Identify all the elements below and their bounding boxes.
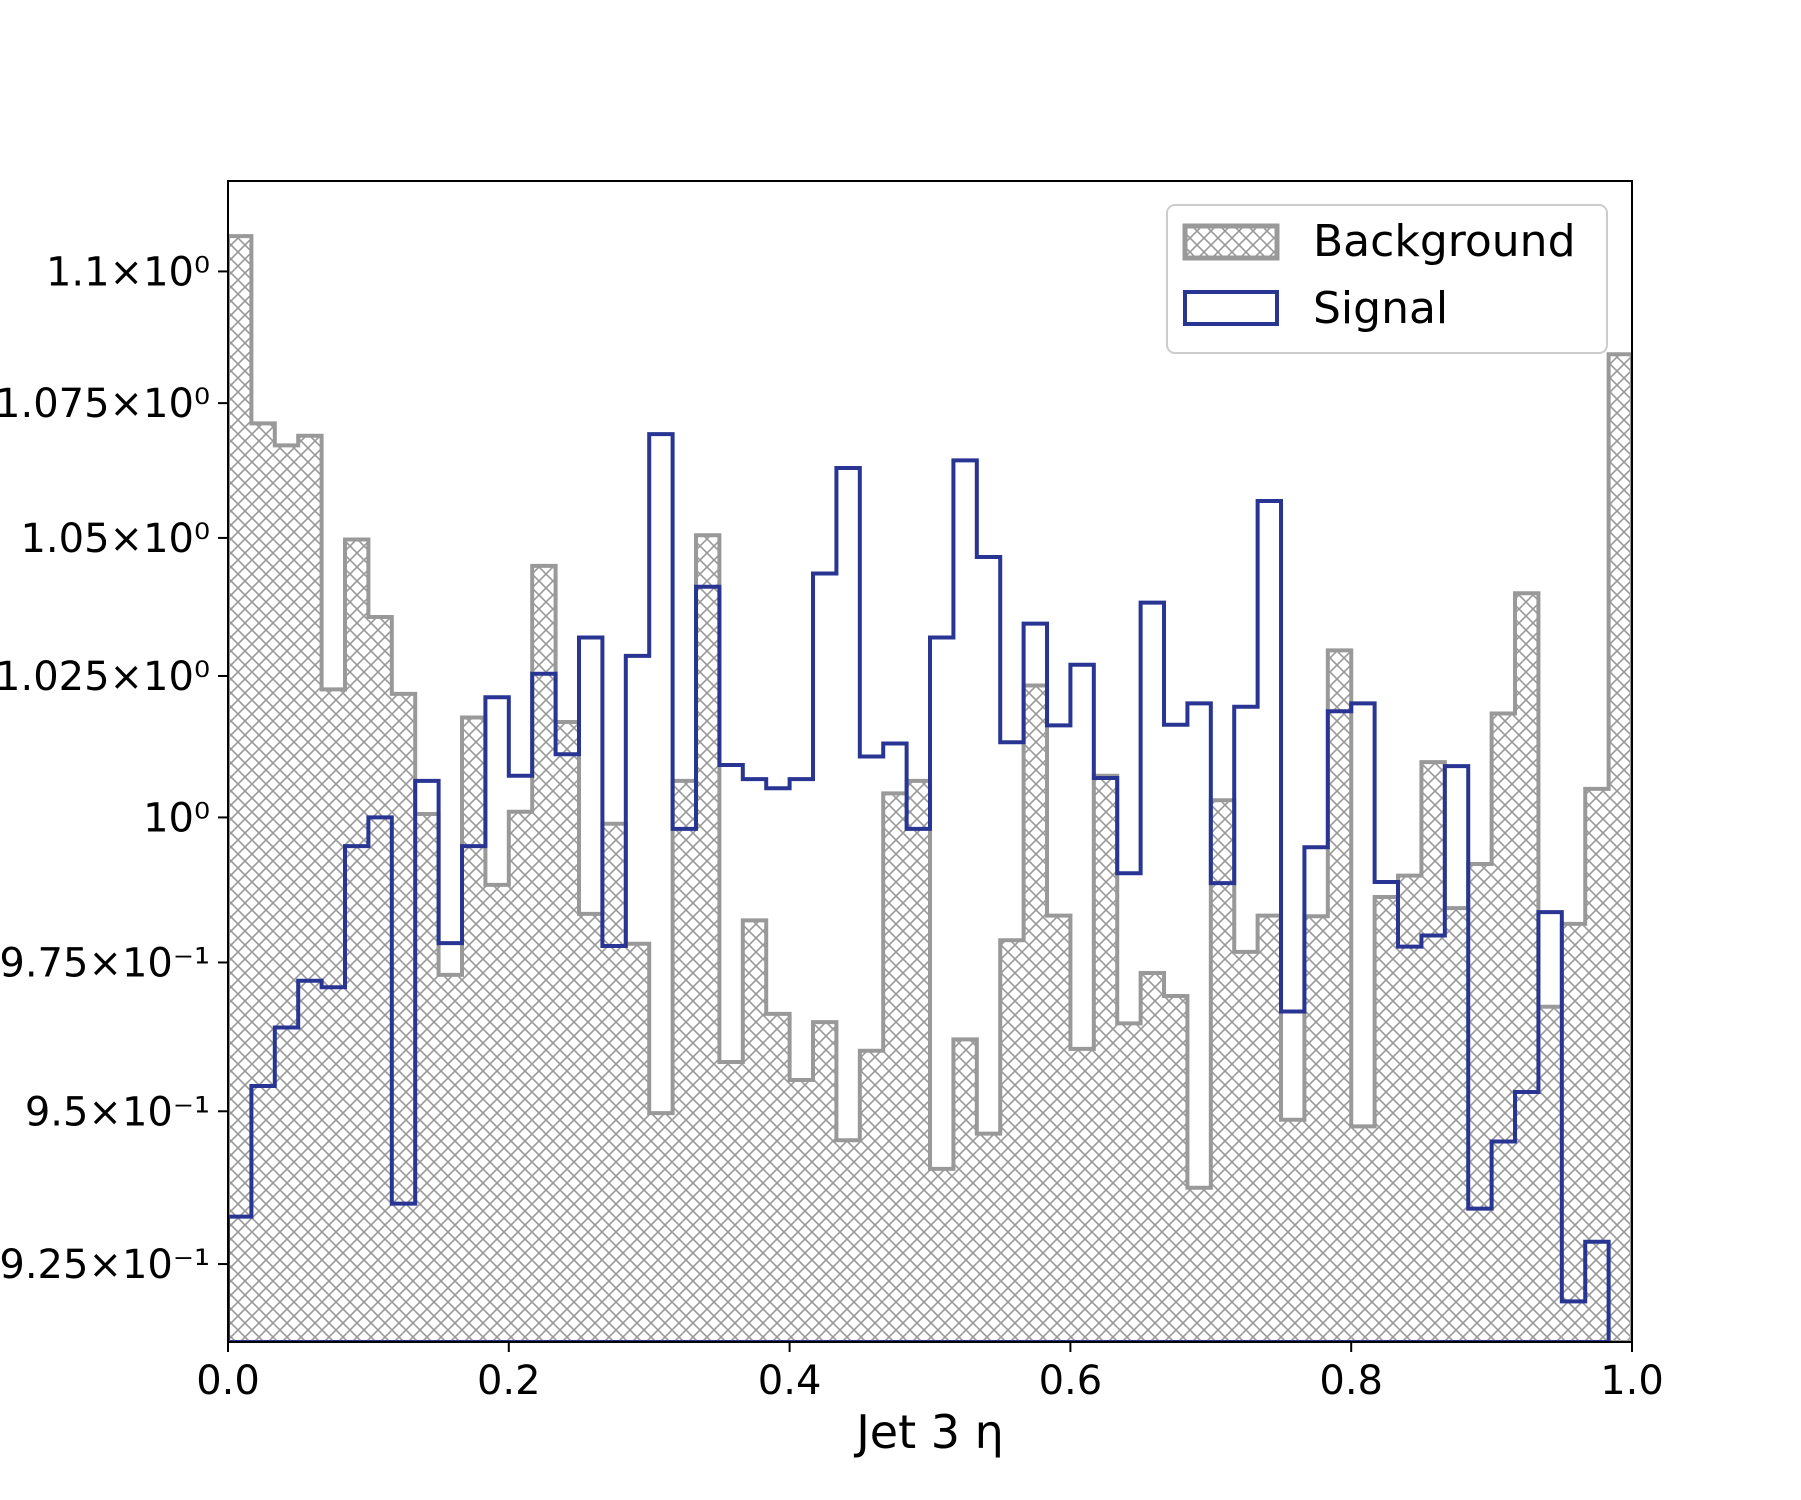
bar-background — [1093, 775, 1118, 1342]
x-tick-label: 0.4 — [758, 1358, 822, 1404]
bar-background — [906, 780, 931, 1342]
bar-background — [508, 811, 533, 1342]
bar-background — [1000, 940, 1024, 1342]
legend-swatch-signal — [1183, 290, 1279, 326]
bar-background — [1351, 1126, 1375, 1342]
bar-background — [1421, 762, 1445, 1342]
bar-background — [976, 1133, 1001, 1342]
bar-background — [1257, 915, 1282, 1342]
bar-background — [742, 920, 767, 1342]
x-tick-label: 0.0 — [196, 1358, 260, 1404]
bar-background — [345, 539, 369, 1342]
bar-background — [1234, 951, 1258, 1342]
bar-background — [368, 617, 392, 1342]
bar-background — [298, 435, 322, 1342]
bar-background — [532, 565, 556, 1342]
bar-background — [1515, 593, 1539, 1342]
bar-background — [883, 793, 907, 1342]
bar-background — [1608, 354, 1632, 1342]
bar-background — [836, 1140, 860, 1342]
bar-background — [859, 1050, 884, 1342]
bar-background — [579, 913, 603, 1342]
bar-background — [672, 780, 697, 1342]
bar-background — [1023, 685, 1048, 1342]
x-tick-label: 0.8 — [1319, 1358, 1383, 1404]
legend: Background Signal — [1166, 204, 1608, 354]
y-axis-ticks: 9.25×10⁻¹ 9.5×10⁻¹ 9.75×10⁻¹ 10⁰ 1.025×10⁰ 1.… — [0, 249, 228, 1288]
series-background — [228, 234, 1632, 1342]
x-tick-label: 1.0 — [1600, 1358, 1664, 1404]
y-tick-label: 9.5×10⁻¹ — [25, 1089, 210, 1135]
bar-background — [719, 1062, 743, 1342]
bar-background — [1444, 908, 1469, 1342]
plot-frame — [227, 180, 1633, 1343]
bar-background — [462, 717, 486, 1342]
bar-background — [415, 813, 439, 1342]
y-tick-label: 9.25×10⁻¹ — [0, 1242, 210, 1288]
bar-background — [602, 823, 626, 1342]
bar-background — [1187, 1187, 1211, 1342]
bar-background — [1327, 650, 1352, 1342]
bar-background — [438, 974, 463, 1342]
series-signal — [228, 432, 1611, 1342]
bar-background — [321, 689, 346, 1342]
bar-background — [1585, 788, 1609, 1342]
bar-background — [485, 884, 509, 1342]
x-axis-ticks: 0.0 0.2 0.4 0.6 0.8 1.0 — [196, 1342, 1664, 1404]
bar-background — [625, 943, 650, 1342]
x-tick-label: 0.2 — [477, 1358, 541, 1404]
y-tick-label: 1.1×10⁰ — [46, 249, 210, 295]
legend-label-signal: Signal — [1313, 283, 1448, 334]
bar-background — [1140, 973, 1165, 1342]
bar-background — [555, 721, 580, 1342]
bar-background — [274, 445, 299, 1342]
bar-background — [1164, 996, 1188, 1342]
bar-background — [1374, 897, 1399, 1342]
bar-background — [813, 1022, 837, 1342]
signal-outline — [228, 432, 1611, 1342]
bar-background — [789, 1080, 814, 1342]
bar-background — [649, 1113, 673, 1342]
bar-background — [1398, 875, 1422, 1342]
legend-label-background: Background — [1313, 216, 1576, 267]
y-tick-label: 1.075×10⁰ — [0, 381, 210, 427]
bar-background — [228, 236, 252, 1342]
bar-background — [1538, 1006, 1562, 1342]
legend-swatch-background — [1182, 223, 1280, 261]
bar-background — [766, 1013, 790, 1342]
bar-background — [1561, 923, 1586, 1342]
bar-background — [953, 1039, 977, 1342]
bar-background — [1304, 916, 1328, 1342]
bar-background — [1047, 915, 1071, 1342]
y-tick-label: 1.05×10⁰ — [20, 516, 210, 562]
bar-background — [696, 535, 720, 1342]
bar-background — [1070, 1048, 1094, 1342]
bar-background — [930, 1168, 954, 1342]
bar-background — [1117, 1023, 1141, 1342]
x-axis-label: Jet 3 η — [853, 1405, 1004, 1459]
bars-layer — [228, 234, 1632, 1342]
bar-background — [1491, 713, 1516, 1342]
x-tick-label: 0.6 — [1039, 1358, 1103, 1404]
bar-background — [251, 423, 275, 1342]
bar-background — [1468, 864, 1492, 1342]
y-tick-label: 1.025×10⁰ — [0, 654, 210, 700]
bar-background — [1210, 800, 1235, 1342]
bar-background — [391, 693, 416, 1342]
bar-background — [1281, 1119, 1305, 1342]
y-tick-label: 10⁰ — [143, 795, 210, 841]
y-tick-label: 9.75×10⁻¹ — [0, 940, 210, 986]
